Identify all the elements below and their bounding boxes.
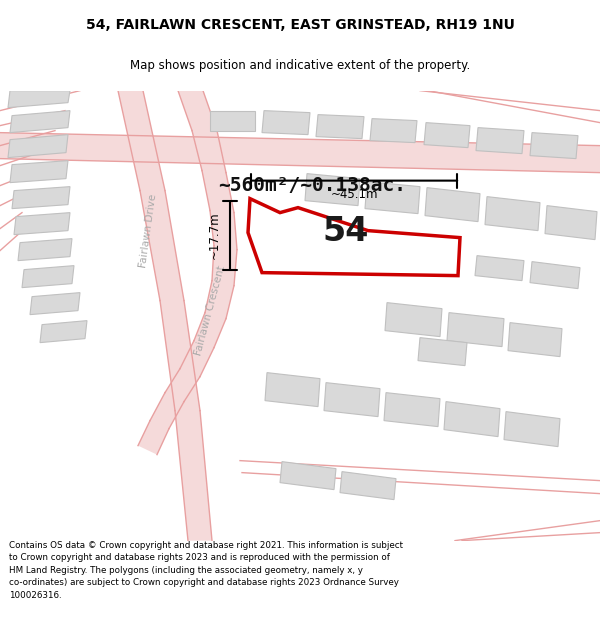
Polygon shape: [340, 472, 396, 499]
Polygon shape: [30, 292, 80, 314]
Polygon shape: [324, 382, 380, 417]
Text: 54, FAIRLAWN CRESCENT, EAST GRINSTEAD, RH19 1NU: 54, FAIRLAWN CRESCENT, EAST GRINSTEAD, R…: [86, 18, 514, 32]
Text: ~17.7m: ~17.7m: [208, 212, 221, 259]
Polygon shape: [248, 199, 460, 276]
Polygon shape: [447, 312, 504, 347]
Polygon shape: [40, 321, 87, 342]
Polygon shape: [370, 119, 417, 142]
Polygon shape: [545, 206, 597, 239]
Text: 54: 54: [323, 215, 369, 248]
Polygon shape: [210, 111, 255, 131]
Polygon shape: [424, 122, 470, 148]
Polygon shape: [508, 322, 562, 357]
Polygon shape: [475, 256, 524, 281]
Polygon shape: [418, 338, 467, 366]
Text: Fairlawn Drive: Fairlawn Drive: [138, 193, 158, 268]
Polygon shape: [476, 127, 524, 154]
Polygon shape: [425, 188, 480, 222]
Polygon shape: [0, 132, 600, 173]
Polygon shape: [8, 134, 68, 158]
Polygon shape: [265, 372, 320, 407]
Polygon shape: [262, 111, 310, 134]
Polygon shape: [365, 182, 420, 214]
Text: ~560m²/~0.138ac.: ~560m²/~0.138ac.: [218, 176, 406, 195]
Text: Contains OS data © Crown copyright and database right 2021. This information is : Contains OS data © Crown copyright and d…: [9, 541, 403, 599]
Text: Map shows position and indicative extent of the property.: Map shows position and indicative extent…: [130, 59, 470, 72]
Polygon shape: [10, 111, 70, 132]
Polygon shape: [316, 114, 364, 139]
Polygon shape: [10, 161, 68, 182]
Polygon shape: [444, 402, 500, 437]
Polygon shape: [118, 91, 212, 541]
Polygon shape: [8, 91, 70, 108]
Polygon shape: [22, 266, 74, 288]
Text: ~45.1m: ~45.1m: [330, 188, 378, 201]
Polygon shape: [138, 91, 237, 454]
Polygon shape: [280, 462, 336, 489]
Polygon shape: [14, 213, 70, 234]
Polygon shape: [384, 392, 440, 427]
Polygon shape: [305, 174, 360, 206]
Polygon shape: [530, 132, 578, 159]
Polygon shape: [12, 187, 70, 209]
Polygon shape: [504, 412, 560, 447]
Polygon shape: [530, 262, 580, 289]
Text: Fairlawn Crescent: Fairlawn Crescent: [193, 264, 227, 357]
Polygon shape: [18, 239, 72, 261]
Polygon shape: [485, 197, 540, 231]
Polygon shape: [385, 302, 442, 337]
